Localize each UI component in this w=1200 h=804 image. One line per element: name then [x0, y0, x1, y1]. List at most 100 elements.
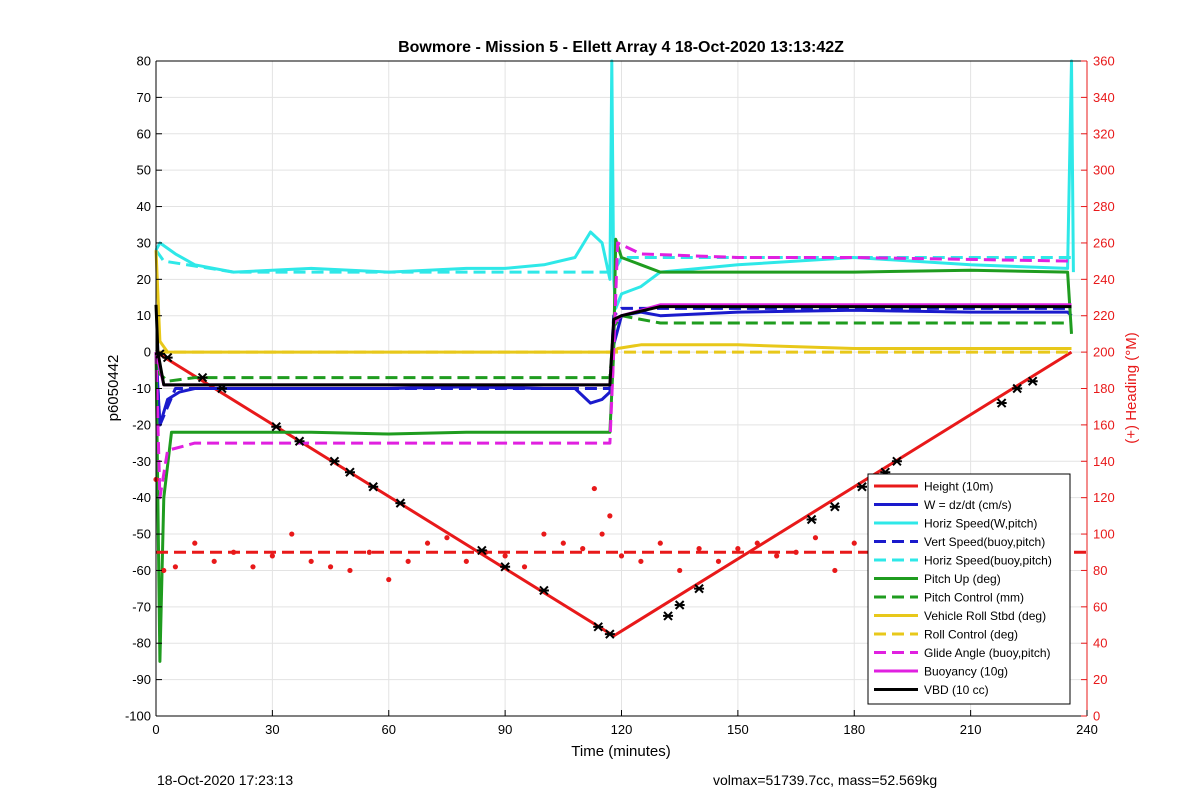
y-left-tick-label: -80 [132, 636, 151, 651]
legend-label: Pitch Up (deg) [924, 572, 1001, 586]
heading-point [696, 546, 702, 552]
y-right-tick-label: 220 [1093, 308, 1115, 323]
heading-point [591, 485, 597, 492]
heading-point [308, 558, 314, 564]
height-marker [829, 502, 840, 512]
heading-point [269, 553, 275, 559]
y-right-tick-label: 100 [1093, 527, 1115, 542]
legend-label: Glide Angle (buoy,pitch) [924, 646, 1051, 660]
heading-point [289, 531, 295, 537]
height-marker [1027, 376, 1038, 386]
height-marker [395, 498, 406, 508]
x-tick-label: 0 [152, 722, 159, 737]
height-marker [694, 583, 705, 594]
y-right-tick-label: 160 [1093, 417, 1115, 432]
heading-point [161, 567, 167, 574]
y-left-tick-label: -20 [132, 417, 151, 432]
y-right-tick-label: 20 [1093, 672, 1107, 687]
series-layer [153, 59, 1087, 663]
y-left-tick-label: -30 [132, 454, 151, 469]
y-right-tick-label: 280 [1093, 199, 1115, 214]
y-right-tick-label: 40 [1093, 636, 1107, 651]
height-marker [593, 622, 604, 632]
heading-point [172, 564, 178, 570]
y-right-tick-label: 140 [1093, 454, 1115, 469]
y-axis-left-label: p6050442 [105, 355, 122, 422]
heading-point [618, 553, 625, 559]
y-left-tick-label: 0 [144, 345, 151, 360]
y-right-tick-label: 120 [1093, 490, 1115, 505]
heading-point [812, 535, 819, 541]
y-right-tick-label: 0 [1093, 709, 1100, 724]
heading-point [715, 558, 722, 564]
height-marker [857, 482, 868, 492]
legend-label: VBD (10 cc) [924, 683, 989, 697]
y-right-tick-label: 60 [1093, 599, 1107, 614]
height-marker [271, 422, 282, 432]
height-marker [476, 545, 487, 556]
heading-point [502, 553, 508, 559]
heading-point [735, 546, 741, 552]
legend-label: Height (10m) [924, 480, 993, 494]
heading-point [754, 540, 760, 546]
legend-box [867, 473, 1071, 705]
legend: Height (10m) W = dz/dt (cm/s) Horiz Speed(… [867, 473, 1071, 705]
y-left-tick-label: 10 [137, 308, 151, 323]
heading-point [386, 576, 392, 583]
legend-label: Buoyancy (10g) [924, 665, 1008, 679]
height-marker [806, 514, 817, 525]
y-right-tick-label: 180 [1093, 381, 1115, 396]
heading-point [599, 531, 605, 537]
y-right-tick-label: 260 [1093, 235, 1115, 250]
series-height-10m [155, 350, 1073, 638]
heading-point [774, 553, 780, 559]
height-marker [538, 585, 549, 596]
heading-point [638, 558, 644, 564]
y-left-tick-label: -60 [132, 563, 151, 578]
x-tick-label: 210 [960, 722, 982, 737]
heading-point [832, 567, 838, 574]
height-marker [663, 611, 674, 621]
series-vert-speed-buoy-pitch [154, 306, 1072, 427]
x-tick-label: 90 [498, 722, 512, 737]
height-marker [891, 456, 902, 466]
heading-point [607, 513, 613, 519]
heading-point [541, 531, 547, 537]
y-left-tick-label: 50 [137, 163, 151, 178]
y-axis-right-label: (+) Heading (°M) [1123, 332, 1140, 443]
heading-point [327, 564, 334, 570]
height-marker [604, 629, 615, 639]
height-marker [344, 467, 355, 477]
heading-point [192, 540, 198, 546]
heading-point [463, 558, 469, 564]
height-marker [674, 600, 685, 610]
height-marker [368, 482, 379, 492]
height-marker [154, 349, 165, 359]
y-left-tick-label: 40 [137, 199, 151, 214]
y-right-tick-label: 360 [1093, 54, 1115, 69]
heading-point [405, 558, 411, 564]
series-vbd-10-cc [154, 304, 1072, 387]
height-marker [1012, 383, 1023, 394]
height-marker [500, 562, 511, 572]
y-left-tick-label: 30 [137, 235, 151, 250]
x-tick-label: 120 [611, 722, 633, 737]
y-left-tick-label: -50 [132, 527, 151, 542]
legend-label: Roll Control (deg) [924, 628, 1018, 642]
y-right-tick-label: 80 [1093, 563, 1107, 578]
heading-point [444, 535, 450, 541]
height-marker [216, 383, 227, 394]
y-right-tick-label: 300 [1093, 163, 1115, 178]
y-right-tick-label: 200 [1093, 345, 1115, 360]
y-left-tick-label: 20 [137, 272, 151, 287]
y-left-tick-label: 80 [137, 54, 151, 69]
chart-title: Bowmore - Mission 5 - Ellett Array 4 18-… [398, 39, 844, 56]
legend-label: Horiz Speed(W,pitch) [924, 517, 1037, 531]
x-tick-label: 60 [382, 722, 396, 737]
height-marker [329, 456, 340, 466]
x-tick-label: 240 [1076, 722, 1098, 737]
heading-point [250, 564, 256, 570]
heading-point [521, 564, 528, 570]
heading-point [580, 546, 586, 552]
x-tick-label: 150 [727, 722, 749, 737]
